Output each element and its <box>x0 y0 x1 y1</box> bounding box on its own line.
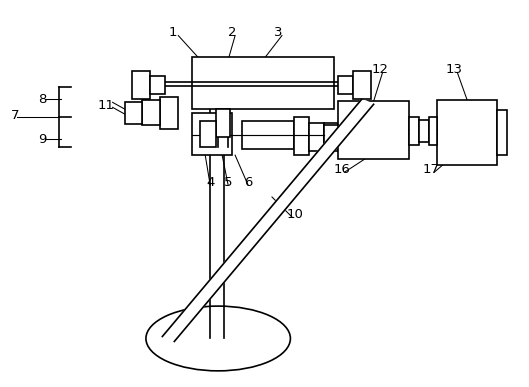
Text: 9: 9 <box>39 133 47 146</box>
Bar <box>216 109 230 137</box>
Text: 6: 6 <box>244 176 252 188</box>
Text: 12: 12 <box>371 63 388 76</box>
Bar <box>200 121 216 147</box>
Bar <box>419 120 430 142</box>
Bar <box>324 125 338 145</box>
Ellipse shape <box>146 306 290 371</box>
Bar <box>242 121 294 149</box>
Bar <box>142 100 160 125</box>
Text: 16: 16 <box>333 163 350 176</box>
Text: 2: 2 <box>228 26 236 39</box>
Bar <box>192 113 232 155</box>
Text: 17: 17 <box>423 163 440 176</box>
Text: 4: 4 <box>206 176 214 188</box>
Text: 7: 7 <box>11 109 19 122</box>
Bar <box>160 98 178 129</box>
Text: 1: 1 <box>168 26 177 39</box>
Text: 11: 11 <box>97 99 114 112</box>
Bar <box>309 123 324 151</box>
Text: 8: 8 <box>39 93 47 106</box>
Polygon shape <box>162 99 373 341</box>
Bar <box>497 110 507 155</box>
Text: 5: 5 <box>224 176 232 188</box>
Bar <box>324 123 338 151</box>
Text: 10: 10 <box>286 209 303 221</box>
Bar <box>338 101 409 159</box>
Bar <box>437 100 497 165</box>
Bar <box>430 117 437 145</box>
Bar <box>150 76 166 94</box>
Bar <box>192 58 334 109</box>
Bar <box>353 72 371 99</box>
Bar <box>294 117 309 155</box>
Bar <box>124 102 142 124</box>
Bar <box>409 117 419 145</box>
Text: 13: 13 <box>446 63 463 76</box>
Bar <box>132 72 150 99</box>
Bar <box>338 76 353 94</box>
Text: 3: 3 <box>273 26 282 39</box>
